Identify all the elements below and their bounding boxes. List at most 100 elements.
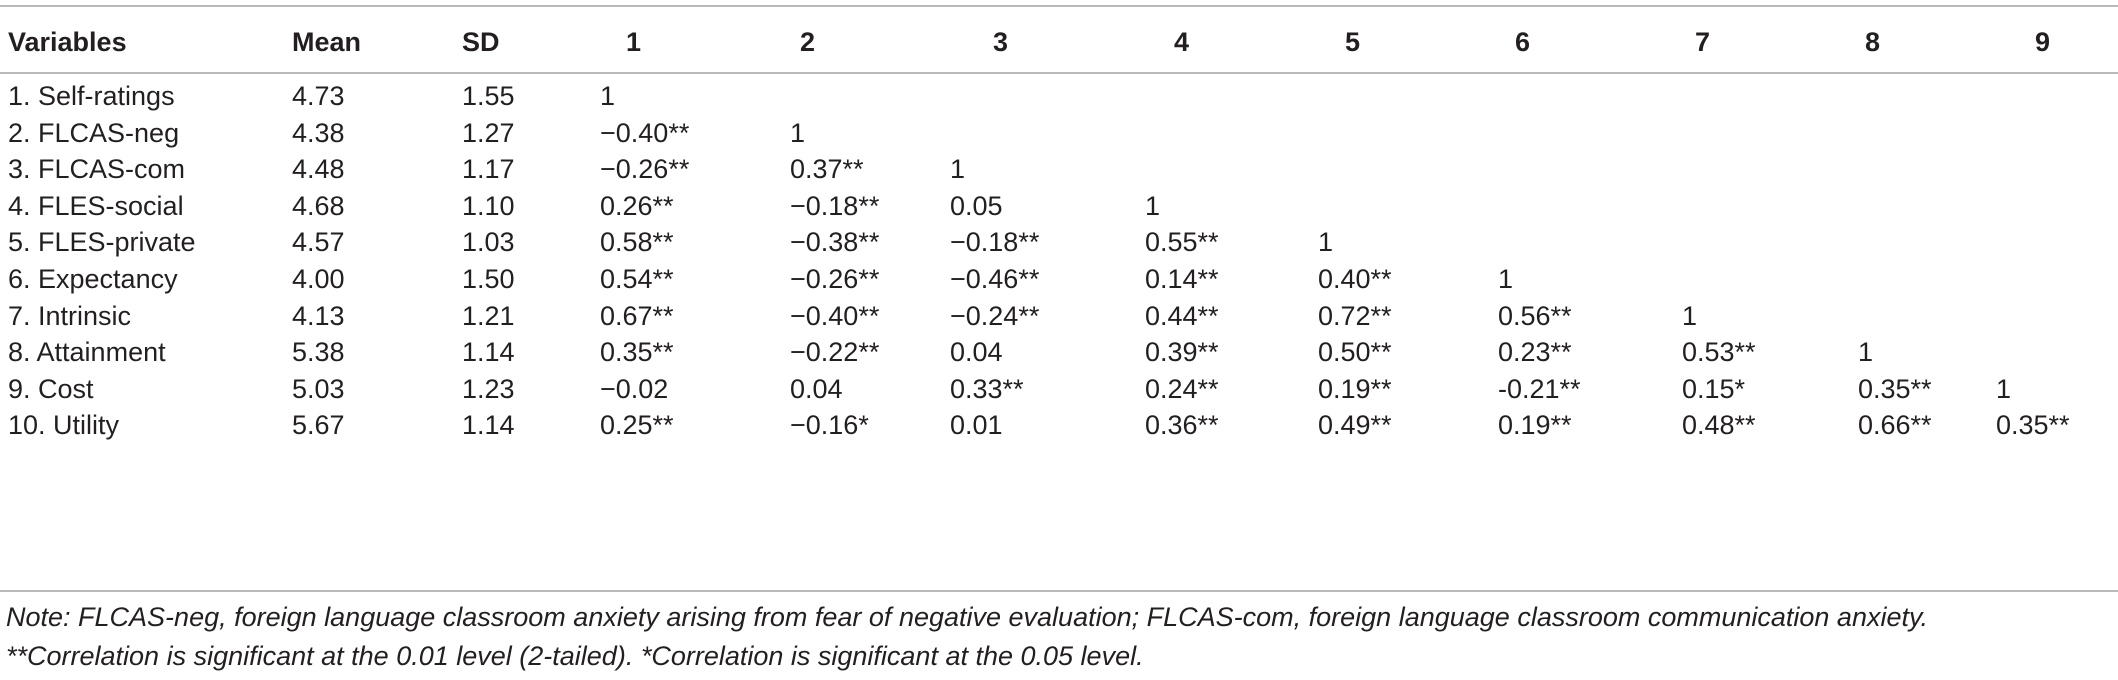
header-col-9: 9 [2035, 27, 2051, 57]
table-row: 2. FLCAS-neg 4.38 1.27 −0.40** 1 [0, 109, 2118, 158]
row-variable: 6. Expectancy [8, 264, 178, 294]
row-mean: 5.67 [292, 410, 345, 441]
header-col-2: 2 [800, 27, 816, 57]
row-corr-col-5: 0.50** [1318, 337, 1392, 368]
row-corr-col-2: −0.16* [790, 410, 869, 441]
row-corr-col-1: 0.35** [600, 337, 674, 368]
table-row: 10. Utility 5.67 1.14 0.25** −0.16* 0.01 0.36*… [0, 401, 2118, 450]
top-rule [0, 5, 2118, 7]
row-corr-col-2: 0.37** [790, 154, 864, 185]
row-corr-col-3: 0.04 [950, 337, 1003, 368]
row-sd: 1.27 [462, 117, 515, 148]
row-mean: 4.57 [292, 227, 345, 258]
header-col-8: 8 [1865, 27, 1881, 57]
row-corr-col-4: 1 [1145, 190, 1161, 221]
row-corr-col-2: −0.40** [790, 300, 880, 331]
row-sd: 1.55 [462, 81, 515, 111]
header-mean: Mean [292, 27, 362, 57]
row-sd: 1.17 [462, 154, 515, 185]
row-variable: 1. Self-ratings [8, 81, 175, 111]
row-corr-col-7: 0.48** [1682, 410, 1756, 441]
row-sd: 1.03 [462, 227, 515, 258]
header-col-1: 1 [626, 27, 642, 57]
table-row: 6. Expectancy 4.00 1.50 0.54** −0.26** −0.46*… [0, 255, 2118, 304]
row-corr-col-1: −0.26** [600, 154, 690, 185]
row-corr-col-5: 1 [1318, 227, 1334, 258]
row-corr-col-8: 0.35** [1858, 373, 1932, 404]
row-corr-col-6: -0.21** [1498, 373, 1581, 404]
row-corr-col-4: 0.39** [1145, 337, 1219, 368]
row-mean: 4.68 [292, 190, 345, 221]
row-corr-col-4: 0.44** [1145, 300, 1219, 331]
bottom-rule [0, 590, 2118, 592]
row-sd: 1.21 [462, 300, 515, 331]
row-corr-col-7: 0.15* [1682, 373, 1746, 404]
row-variable: 4. FLES-social [8, 190, 184, 221]
header-col-6: 6 [1515, 27, 1531, 57]
header-col-7: 7 [1695, 27, 1711, 57]
row-variable: 3. FLCAS-com [8, 154, 186, 185]
row-mean: 4.00 [292, 264, 345, 294]
row-corr-col-1: 0.58** [600, 227, 674, 258]
row-sd: 1.14 [462, 337, 515, 368]
row-mean: 5.38 [292, 337, 345, 368]
row-sd: 1.14 [462, 410, 515, 441]
row-corr-col-7: 0.53** [1682, 337, 1756, 368]
row-corr-col-2: −0.18** [790, 190, 880, 221]
row-corr-col-3: 1 [950, 154, 966, 185]
row-corr-col-5: 0.72** [1318, 300, 1392, 331]
row-corr-col-2: −0.38** [790, 227, 880, 258]
header-variables: Variables [8, 27, 127, 57]
row-variable: 5. FLES-private [8, 227, 196, 258]
row-corr-col-5: 0.19** [1318, 373, 1392, 404]
row-sd: 1.50 [462, 264, 515, 294]
row-corr-col-9: 1 [1996, 373, 2012, 404]
row-corr-col-1: 0.67** [600, 300, 674, 331]
row-corr-col-4: 0.14** [1145, 264, 1219, 294]
row-variable: 10. Utility [8, 410, 120, 441]
row-corr-col-5: 0.40** [1318, 264, 1392, 294]
row-corr-col-1: −0.02 [600, 373, 669, 404]
row-corr-col-5: 0.49** [1318, 410, 1392, 441]
row-corr-col-8: 1 [1858, 337, 1874, 368]
row-corr-col-3: 0.33** [950, 373, 1024, 404]
note-line-1: Note: FLCAS-neg, foreign language classr… [6, 602, 1928, 632]
row-variable: 9. Cost [8, 373, 94, 404]
table-row: 5. FLES-private 4.57 1.03 0.58** −0.38** −0.1… [0, 218, 2118, 267]
note-line-2: **Correlation is significant at the 0.01… [6, 641, 1144, 671]
row-corr-col-7: 1 [1682, 300, 1698, 331]
header-col-5: 5 [1345, 27, 1361, 57]
row-corr-col-4: 0.36** [1145, 410, 1219, 441]
table-row: 3. FLCAS-com 4.48 1.17 −0.26** 0.37** 1 [0, 145, 2118, 194]
row-corr-col-3: −0.46** [950, 264, 1040, 294]
row-corr-col-8: 0.66** [1858, 410, 1932, 441]
table-row: 9. Cost 5.03 1.23 −0.02 0.04 0.33** 0.24** 0.19… [0, 365, 2118, 414]
row-corr-col-1: 0.26** [600, 190, 674, 221]
row-mean: 4.38 [292, 117, 345, 148]
row-corr-col-6: 0.56** [1498, 300, 1572, 331]
row-corr-col-4: 0.24** [1145, 373, 1219, 404]
row-variable: 8. Attainment [8, 337, 166, 368]
row-corr-col-3: 0.01 [950, 410, 1003, 441]
row-sd: 1.10 [462, 190, 515, 221]
table-row: 7. Intrinsic 4.13 1.21 0.67** −0.40** −0.24**… [0, 292, 2118, 341]
row-variable: 7. Intrinsic [8, 300, 132, 331]
row-mean: 4.73 [292, 81, 345, 111]
row-corr-col-1: 0.54** [600, 264, 674, 294]
table-row: 8. Attainment 5.38 1.14 0.35** −0.22** 0.04 0.… [0, 328, 2118, 377]
row-corr-col-6: 0.23** [1498, 337, 1572, 368]
row-mean: 5.03 [292, 373, 345, 404]
row-corr-col-3: −0.24** [950, 300, 1040, 331]
row-corr-col-9: 0.35** [1996, 410, 2070, 441]
row-mean: 4.13 [292, 300, 345, 331]
row-corr-col-3: 0.05 [950, 190, 1003, 221]
table-row: 1. Self-ratings 4.73 1.55 1 [0, 72, 2118, 121]
header-row: Variables Mean SD 1 2 3 4 5 6 7 8 9 [0, 16, 2118, 68]
header-col-3: 3 [993, 27, 1009, 57]
row-corr-col-6: 0.19** [1498, 410, 1572, 441]
row-mean: 4.48 [292, 154, 345, 185]
row-corr-col-2: −0.26** [790, 264, 880, 294]
row-corr-col-6: 1 [1498, 264, 1514, 294]
row-corr-col-1: 1 [600, 81, 616, 111]
table-row: 4. FLES-social 4.68 1.10 0.26** −0.18** 0.05 1 [0, 182, 2118, 231]
